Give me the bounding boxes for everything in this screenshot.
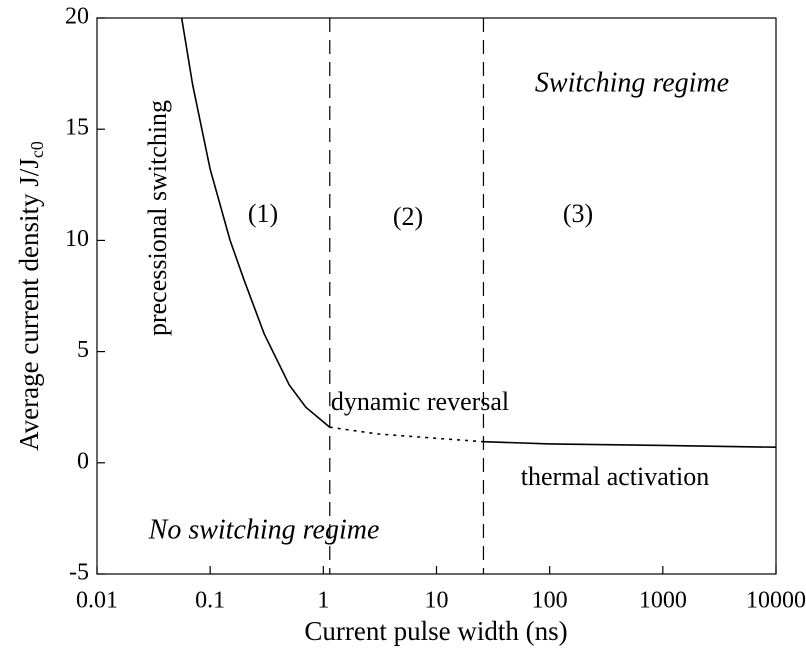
y-tick-label: 20 [65, 4, 89, 30]
y-tick-label: 10 [65, 226, 89, 252]
x-tick-label: 0.01 [76, 588, 118, 614]
annotation: thermal activation [521, 462, 709, 491]
x-tick-label: 100 [532, 588, 568, 614]
curve [483, 440, 777, 449]
annotation: (1) [248, 199, 278, 228]
y-tick-label: 15 [65, 115, 89, 141]
y-axis-label-sub: c0 [27, 141, 47, 158]
annotation: (3) [563, 199, 593, 228]
y-tick-label: -5 [69, 560, 89, 586]
y-tick-label: 5 [77, 337, 89, 363]
y-axis-label-main: Average current density J/J [14, 158, 44, 451]
y-tick-label: 0 [77, 448, 89, 474]
x-tick-label: 10000 [746, 588, 806, 614]
annotation: (2) [393, 202, 423, 231]
x-tick-label: 0.1 [195, 588, 225, 614]
x-tick-label: 1000 [639, 588, 687, 614]
annotation: Switching regime [535, 67, 729, 98]
x-axis-label: Current pulse width (ns) [304, 616, 567, 646]
y-axis-label: Average current density J/Jc0 [14, 141, 47, 451]
annotation: No switching regime [148, 514, 380, 545]
annotation: dynamic reversal [331, 387, 509, 416]
curve [329, 426, 484, 443]
x-tick-label: 1 [317, 588, 329, 614]
curve [180, 17, 331, 428]
x-tick-label: 10 [425, 588, 449, 614]
annotation: precessional switching [143, 100, 172, 336]
